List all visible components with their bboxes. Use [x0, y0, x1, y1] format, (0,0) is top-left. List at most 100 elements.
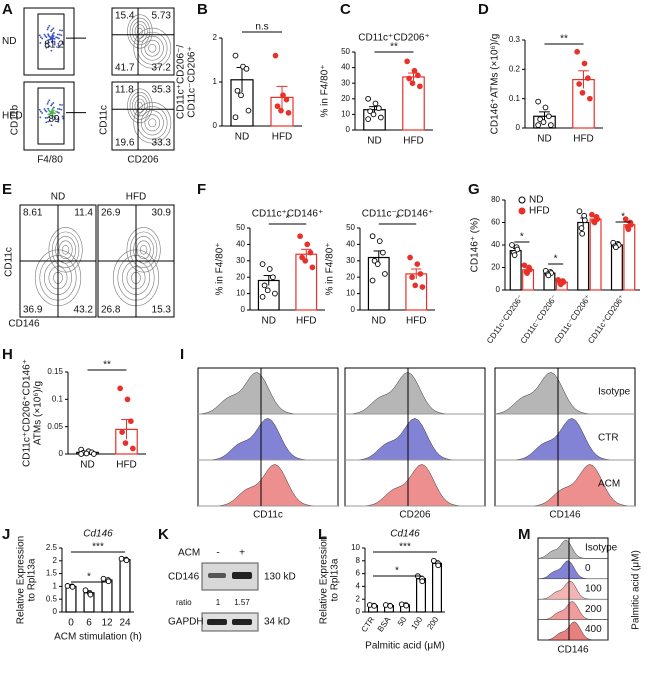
x-axis-label: CD146 — [557, 645, 589, 656]
y-tick-label: 4 — [356, 582, 361, 591]
event — [61, 115, 64, 118]
data-point — [535, 98, 541, 105]
y-tick-label: 10 — [351, 543, 360, 552]
panel-letter: F — [197, 181, 206, 198]
column-label: HFD — [126, 192, 147, 203]
x-tick-label: ND — [80, 460, 94, 471]
data-point — [409, 80, 416, 87]
panel-letter: C — [340, 1, 351, 18]
data-point — [380, 249, 386, 256]
condition-label: 200 — [585, 604, 602, 615]
column-label: ND — [51, 192, 65, 203]
gate-value: 89 — [48, 114, 60, 125]
data-point — [272, 290, 278, 297]
quadrant-value: 37.2 — [152, 63, 172, 74]
histogram — [537, 560, 608, 580]
data-point — [371, 257, 378, 264]
axis-label: Palmitic acid (μM) — [631, 550, 642, 630]
data-point — [524, 270, 530, 276]
event — [45, 121, 48, 124]
axis-label: % in F4/80⁺ — [320, 64, 331, 117]
axis-label: CD11c⁺CD206⁻/ — [176, 45, 187, 120]
event — [48, 119, 51, 122]
data-point — [278, 107, 284, 114]
significance-label: * — [87, 572, 91, 583]
y-tick-label: 0 — [351, 305, 356, 314]
data-point — [509, 242, 515, 248]
quadrant-value: 41.7 — [115, 63, 135, 74]
data-point — [87, 591, 94, 598]
chart-title: CD11c⁺CD206⁺ — [358, 33, 430, 44]
event — [47, 34, 50, 37]
histogram — [537, 601, 608, 620]
data-point — [78, 451, 84, 457]
axis-label: CD146⁺ATMs (×10⁶)/g — [490, 34, 501, 135]
data-point — [545, 272, 552, 279]
significance-label: ** — [103, 360, 111, 371]
axis-label: CD11c⁻CD206⁺ — [187, 46, 198, 118]
data-point — [299, 254, 305, 261]
data-point — [374, 261, 381, 267]
data-point — [589, 211, 595, 218]
data-point — [274, 103, 281, 110]
panel-letter: A — [2, 1, 13, 18]
event — [47, 120, 50, 123]
significance-label: ** — [390, 42, 398, 53]
contour — [144, 39, 161, 57]
event — [47, 33, 49, 36]
event — [45, 36, 48, 39]
data-point — [261, 282, 268, 289]
x-axis-label: CD11c — [253, 510, 283, 521]
event — [53, 42, 56, 44]
event — [38, 108, 41, 111]
contour — [51, 231, 80, 269]
event — [43, 108, 46, 110]
event — [47, 107, 49, 110]
contour — [127, 88, 153, 124]
data-point — [407, 254, 413, 261]
band — [207, 619, 227, 625]
significance-label: *** — [92, 542, 104, 553]
chart-title: Cd146 — [390, 529, 420, 540]
x-tick-label: ND — [262, 316, 276, 327]
data-point — [376, 105, 382, 112]
y-tick-label: 1 — [53, 582, 58, 591]
significance-label: n.s — [255, 22, 268, 33]
data-point — [585, 75, 591, 81]
panel-letter: B — [197, 1, 208, 18]
x-tick-label: HFD — [296, 316, 317, 327]
data-point — [128, 418, 134, 425]
quadrant-value: 26.8 — [101, 305, 121, 316]
event — [52, 35, 55, 37]
data-point — [270, 274, 276, 281]
data-point — [521, 262, 528, 269]
data-point — [414, 261, 421, 267]
event — [51, 115, 54, 118]
axis-label: % in F4/80⁺ — [325, 242, 336, 295]
axis-label: CD11b — [10, 104, 21, 135]
x-axis-label: ACM stimulation (h) — [54, 632, 142, 643]
y-tick-label: 0.05 — [47, 422, 63, 431]
data-point — [272, 52, 279, 59]
y-tick-label: 20 — [341, 94, 350, 103]
y-tick-label: 0 — [53, 607, 58, 616]
data-point — [367, 108, 373, 115]
data-point — [557, 281, 564, 288]
data-point — [546, 113, 552, 120]
event — [48, 45, 51, 48]
significance-label: *** — [399, 542, 411, 553]
axis-label: Relative Expression — [16, 536, 27, 624]
y-tick-label: 6 — [356, 569, 361, 578]
data-point — [625, 226, 632, 233]
data-point — [378, 114, 384, 121]
data-point — [435, 562, 442, 569]
bar — [623, 224, 636, 291]
significance-label: * — [621, 212, 625, 223]
x-tick-label: HFD — [272, 132, 293, 143]
event — [47, 39, 50, 41]
quadrant-value: 15.3 — [152, 305, 172, 316]
contour — [136, 240, 151, 260]
data-point — [411, 67, 418, 74]
event — [48, 99, 51, 102]
data-point — [579, 89, 586, 96]
